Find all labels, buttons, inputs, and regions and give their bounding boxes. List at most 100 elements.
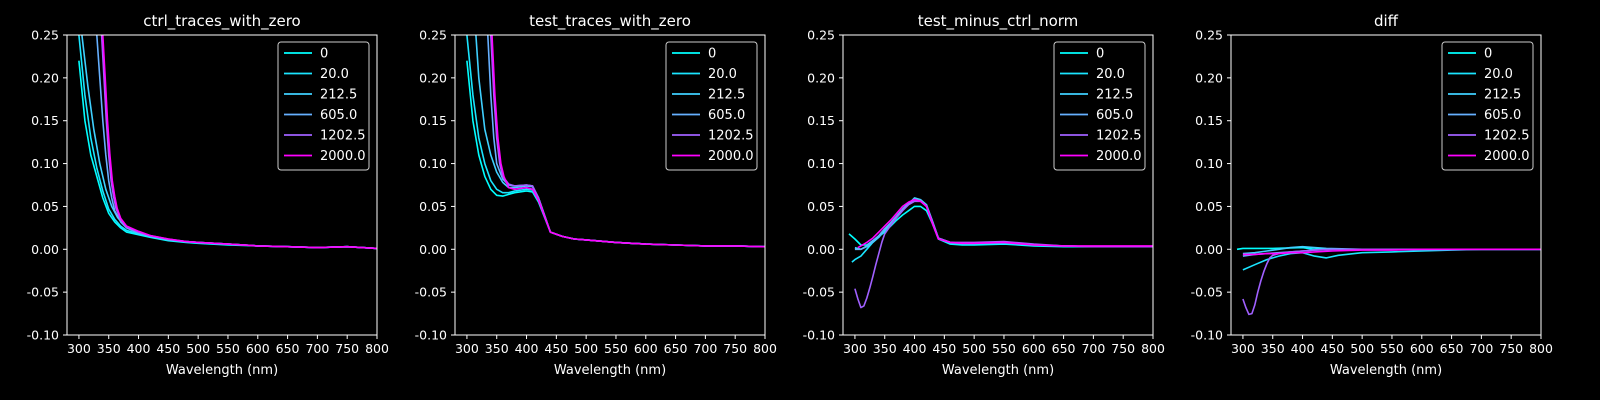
x-axis-label: Wavelength (nm) bbox=[554, 363, 666, 378]
x-tick-label: 500 bbox=[186, 341, 210, 356]
legend-entry-label: 212.5 bbox=[1484, 88, 1521, 103]
series-group bbox=[466, 35, 765, 248]
series-line-2000.0 bbox=[1242, 248, 1541, 256]
y-tick-label: -0.05 bbox=[803, 285, 835, 300]
x-tick-label: 400 bbox=[1291, 341, 1315, 356]
y-tick-label: 0.00 bbox=[807, 242, 835, 257]
chart-title: test_traces_with_zero bbox=[529, 12, 691, 31]
y-tick-label: 0.25 bbox=[31, 28, 59, 43]
x-tick-label: 550 bbox=[216, 341, 240, 356]
x-tick-label: 350 bbox=[873, 341, 897, 356]
series-line-2000.0 bbox=[491, 35, 765, 248]
legend-entry-label: 605.0 bbox=[1484, 108, 1521, 123]
y-tick-label: 0.00 bbox=[419, 242, 447, 257]
chart-title: test_minus_ctrl_norm bbox=[918, 12, 1079, 31]
y-tick-label: 0.15 bbox=[807, 113, 835, 128]
x-tick-label: 350 bbox=[1261, 341, 1285, 356]
series-group bbox=[1236, 245, 1541, 316]
x-tick-label: 400 bbox=[515, 341, 539, 356]
legend-entry-label: 2000.0 bbox=[708, 149, 754, 164]
chart-panel-3: test_minus_ctrl_norm Wavelength (nm) 300 35… bbox=[803, 12, 1165, 378]
legend-entry-label: 605.0 bbox=[1096, 108, 1133, 123]
legend-entry-label: 212.5 bbox=[708, 88, 745, 103]
x-tick-label: 400 bbox=[903, 341, 927, 356]
x-tick-label: 300 bbox=[843, 341, 867, 356]
legend-entry-label: 20.0 bbox=[1484, 67, 1513, 82]
x-tick-label: 600 bbox=[246, 341, 270, 356]
y-tick-label: -0.10 bbox=[415, 328, 447, 343]
y-tick-label: 0.15 bbox=[1195, 113, 1223, 128]
x-tick-label: 500 bbox=[1350, 341, 1374, 356]
x-tick-label: 750 bbox=[723, 341, 747, 356]
legend-entry-label: 2000.0 bbox=[1484, 149, 1530, 164]
x-tick-label: 300 bbox=[67, 341, 91, 356]
legend: 0 20.0 212.5 605.0 1202.5 2000.0 bbox=[1053, 41, 1146, 171]
legend-entry-label: 605.0 bbox=[708, 108, 745, 123]
x-tick-label: 750 bbox=[1111, 341, 1135, 356]
y-tick-label: 0.05 bbox=[1195, 199, 1223, 214]
plot-frame bbox=[842, 34, 1154, 336]
legend-entry-label: 20.0 bbox=[708, 67, 737, 82]
y-tick-label: 0.20 bbox=[31, 70, 59, 85]
y-tick-label: -0.10 bbox=[27, 328, 59, 343]
y-tick-label: 0.10 bbox=[1195, 156, 1223, 171]
legend-entry-label: 1202.5 bbox=[1096, 129, 1142, 144]
legend-entry-label: 212.5 bbox=[320, 88, 357, 103]
y-tick-label: -0.10 bbox=[803, 328, 835, 343]
x-tick-label: 700 bbox=[693, 341, 717, 356]
series-line-1202.5 bbox=[854, 200, 1153, 309]
legend: 0 20.0 212.5 605.0 1202.5 2000.0 bbox=[277, 41, 370, 171]
series-group bbox=[848, 197, 1153, 309]
x-tick-label: 450 bbox=[1320, 341, 1344, 356]
x-tick-label: 450 bbox=[156, 341, 180, 356]
legend-entry-label: 20.0 bbox=[1096, 67, 1125, 82]
y-tick-label: 0.20 bbox=[807, 70, 835, 85]
x-tick-label: 800 bbox=[753, 341, 777, 356]
legend-entry-label: 0 bbox=[708, 47, 716, 62]
y-tick-label: 0.00 bbox=[31, 242, 59, 257]
y-tick-label: 0.05 bbox=[31, 199, 59, 214]
y-tick-label: 0.05 bbox=[807, 199, 835, 214]
legend-entry-label: 0 bbox=[1096, 47, 1104, 62]
chart-title: ctrl_traces_with_zero bbox=[143, 12, 300, 31]
x-tick-label: 500 bbox=[962, 341, 986, 356]
x-tick-label: 350 bbox=[485, 341, 509, 356]
y-tick-label: 0.05 bbox=[419, 199, 447, 214]
y-tick-label: 0.25 bbox=[419, 28, 447, 43]
x-tick-label: 650 bbox=[1440, 341, 1464, 356]
legend-entry-label: 0 bbox=[320, 47, 328, 62]
legend: 0 20.0 212.5 605.0 1202.5 2000.0 bbox=[665, 41, 758, 171]
chart-title: diff bbox=[1374, 12, 1399, 30]
plot-frame bbox=[66, 34, 378, 336]
x-tick-label: 700 bbox=[1469, 341, 1493, 356]
y-tick-label: 0.20 bbox=[1195, 70, 1223, 85]
y-tick-label: -0.05 bbox=[27, 285, 59, 300]
y-tick-label: -0.05 bbox=[1191, 285, 1223, 300]
x-tick-label: 800 bbox=[365, 341, 389, 356]
x-axis-label: Wavelength (nm) bbox=[942, 363, 1054, 378]
legend: 0 20.0 212.5 605.0 1202.5 2000.0 bbox=[1441, 41, 1534, 171]
x-tick-label: 800 bbox=[1529, 341, 1553, 356]
y-tick-label: 0.00 bbox=[1195, 242, 1223, 257]
x-tick-label: 450 bbox=[544, 341, 568, 356]
x-tick-label: 600 bbox=[1022, 341, 1046, 356]
x-tick-label: 700 bbox=[1081, 341, 1105, 356]
x-tick-label: 400 bbox=[127, 341, 151, 356]
x-tick-label: 350 bbox=[97, 341, 121, 356]
y-tick-label: 0.10 bbox=[31, 156, 59, 171]
legend-entry-label: 20.0 bbox=[320, 67, 349, 82]
y-tick-label: 0.10 bbox=[807, 156, 835, 171]
x-tick-label: 600 bbox=[1410, 341, 1434, 356]
x-tick-label: 750 bbox=[1499, 341, 1523, 356]
chart-panel-2: test_traces_with_zero Wavelength (nm) 300 3… bbox=[415, 12, 777, 378]
chart-panel-4: diff Wavelength (nm) 300 350 400 450 500 550 600… bbox=[1191, 12, 1553, 378]
x-tick-label: 300 bbox=[455, 341, 479, 356]
x-axis-label: Wavelength (nm) bbox=[1330, 363, 1442, 378]
x-axis-label: Wavelength (nm) bbox=[166, 363, 278, 378]
legend-entry-label: 1202.5 bbox=[1484, 129, 1530, 144]
x-tick-label: 650 bbox=[664, 341, 688, 356]
y-tick-label: 0.25 bbox=[1195, 28, 1223, 43]
y-tick-label: 0.15 bbox=[31, 113, 59, 128]
